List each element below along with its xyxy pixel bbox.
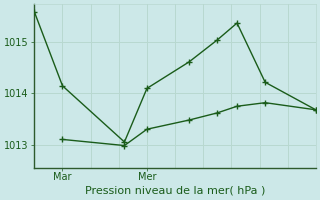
X-axis label: Pression niveau de la mer( hPa ): Pression niveau de la mer( hPa ) <box>85 186 265 196</box>
